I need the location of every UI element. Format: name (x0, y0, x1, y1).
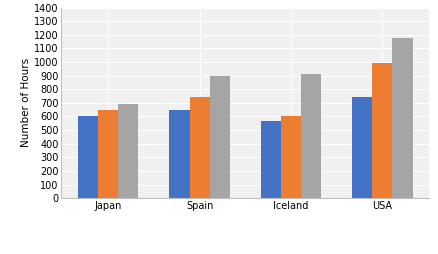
Bar (352, 98, 372, 198)
Bar (61, 62, 429, 76)
Bar (392, 38, 413, 198)
Bar (61, 130, 429, 144)
Bar (61, 157, 429, 171)
Bar (301, 74, 321, 198)
Bar (61, 144, 429, 157)
Bar (61, 103, 429, 117)
Bar (98, 110, 118, 198)
Bar (281, 116, 301, 198)
Bar (61, 49, 429, 62)
Bar (61, 117, 429, 130)
Bar (78, 117, 98, 198)
Bar (61, 171, 429, 184)
Bar (61, 21, 429, 35)
Bar (118, 104, 138, 198)
Bar (190, 98, 210, 198)
Bar (261, 121, 281, 198)
Bar (61, 35, 429, 49)
Bar (61, 89, 429, 103)
Bar (61, 8, 429, 21)
Bar (210, 76, 230, 198)
Bar (61, 184, 429, 198)
Y-axis label: Number of Hours: Number of Hours (21, 58, 31, 147)
Bar (61, 76, 429, 89)
Bar (372, 64, 392, 198)
Bar (170, 110, 190, 198)
